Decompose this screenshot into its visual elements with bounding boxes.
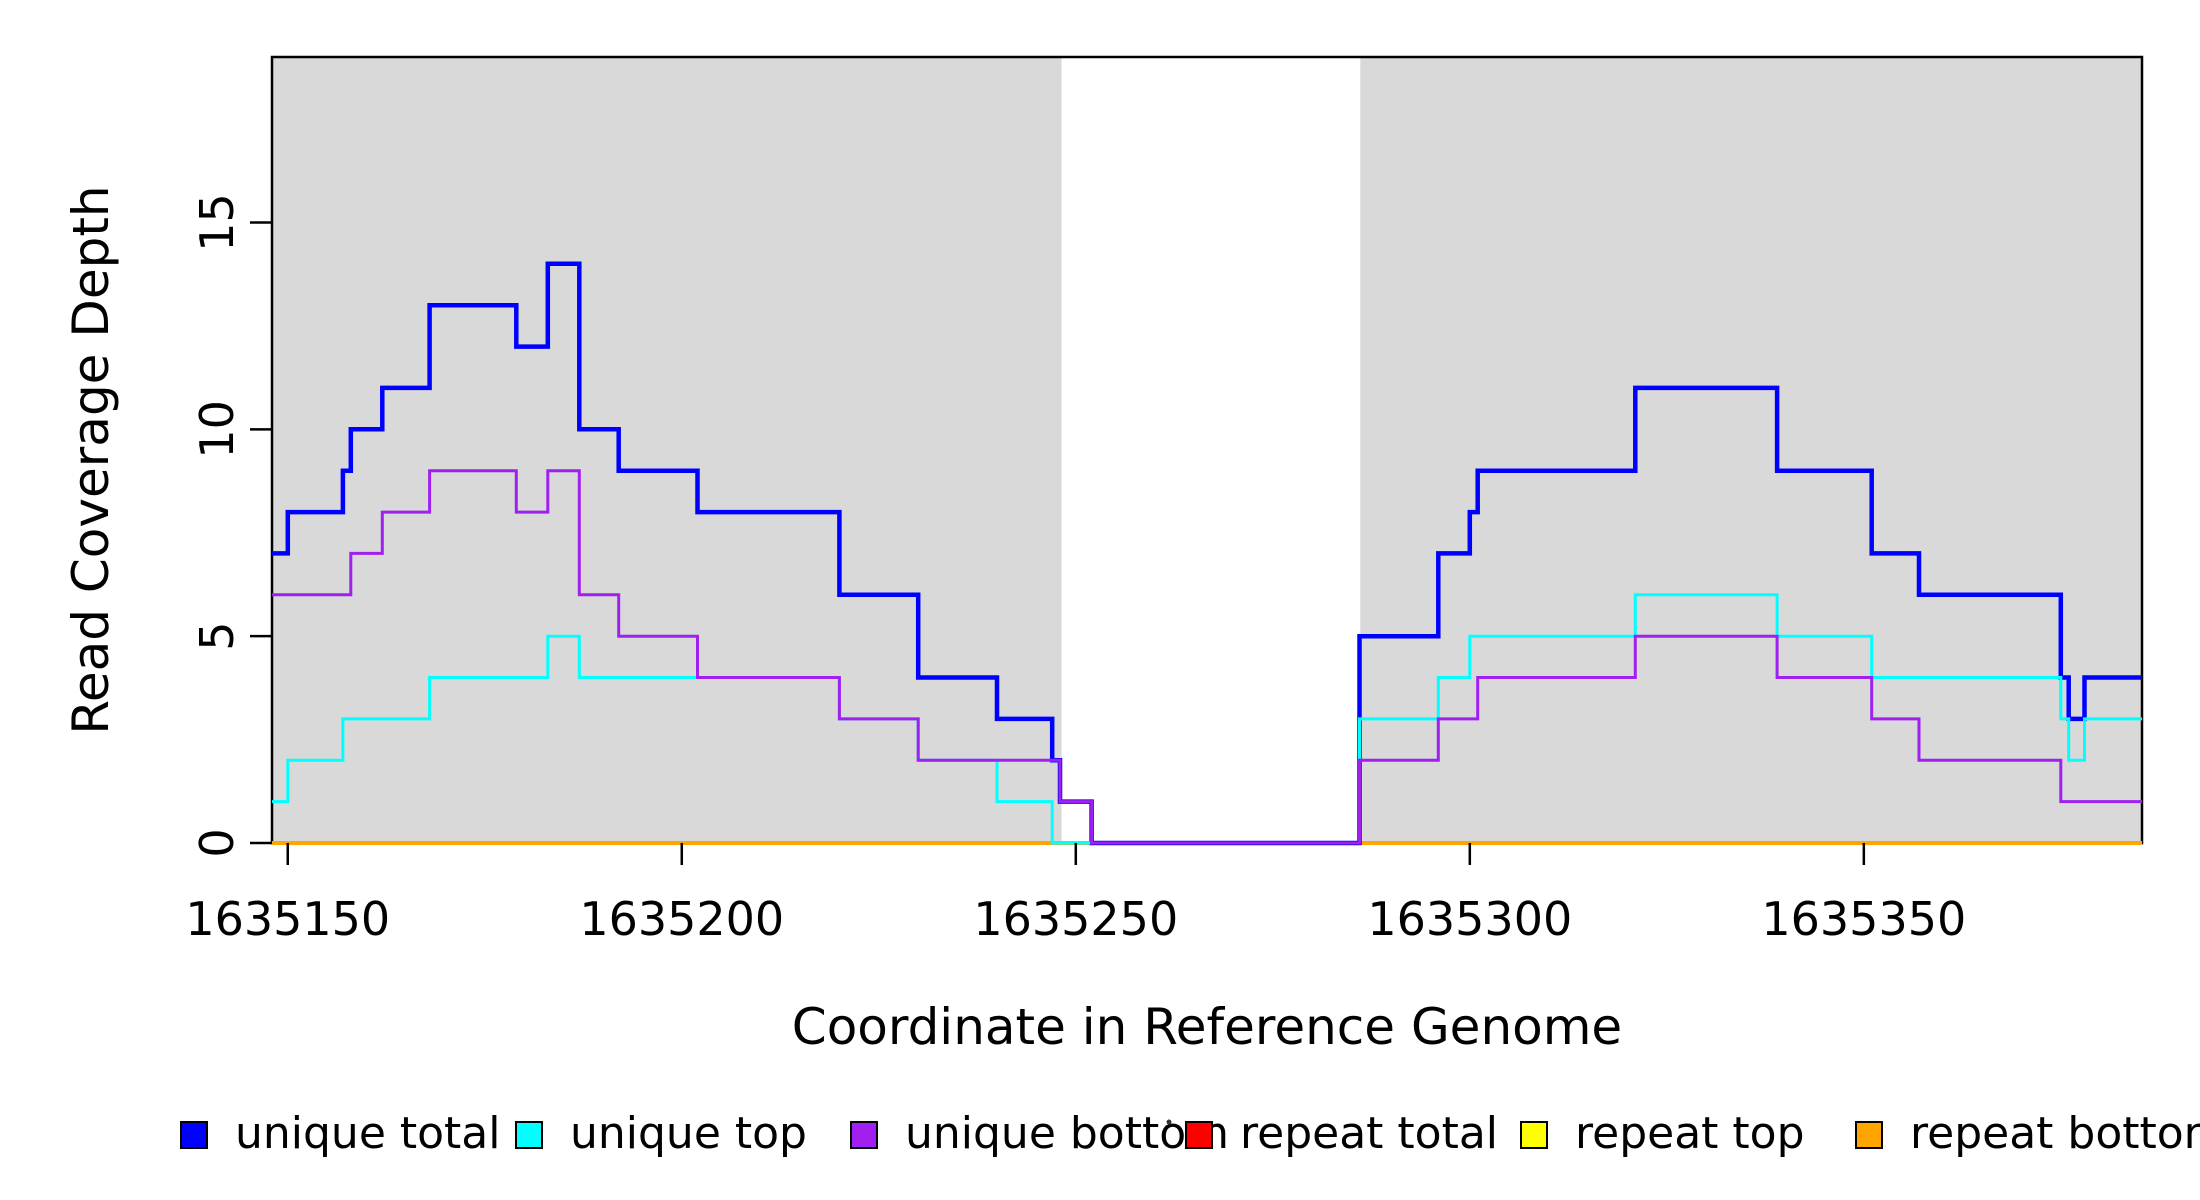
x-tick-label: 1635300 — [1367, 892, 1572, 946]
y-tick-label: 0 — [190, 828, 244, 857]
legend-item-unique-bottom: unique bottom — [850, 1108, 1229, 1159]
legend-swatch-repeat-top — [1520, 1121, 1548, 1149]
stray-dot — [1166, 1119, 1172, 1125]
shaded-regions-layer — [272, 57, 2142, 843]
legend-label: unique total — [235, 1108, 500, 1159]
legend-item-repeat-bottom: repeat bottom — [1855, 1108, 2200, 1159]
x-tick-label: 1635150 — [185, 892, 390, 946]
axes-layer: 1635150 1635200 1635250 1635300 1635350 0 5 10 1… — [185, 193, 1966, 946]
legend-label: repeat bottom — [1910, 1108, 2200, 1159]
series-line-unique-total — [272, 261, 2142, 846]
legend-swatch-unique-top — [515, 1121, 543, 1149]
legend-label: repeat top — [1575, 1108, 1805, 1159]
y-axis-title: Read Coverage Depth — [62, 185, 120, 734]
legend-label: unique top — [570, 1108, 807, 1159]
legend-swatch-unique-bottom — [850, 1121, 878, 1149]
legend-item-unique-top: unique top — [515, 1108, 807, 1159]
legend-label: unique bottom — [905, 1108, 1229, 1159]
series-line-unique-bottom — [272, 469, 2142, 845]
legend-swatch-repeat-total — [1185, 1121, 1213, 1149]
shaded-region-2 — [1360, 57, 2142, 843]
y-tick-label: 15 — [190, 193, 244, 252]
legend: unique total unique top unique bottom repea… — [180, 1108, 2200, 1159]
shaded-region-1 — [272, 57, 1062, 843]
legend-label: repeat total — [1240, 1108, 1498, 1159]
x-tick-label: 1635200 — [579, 892, 784, 946]
legend-swatch-repeat-bottom — [1855, 1121, 1883, 1149]
legend-item-repeat-total: repeat total — [1185, 1108, 1498, 1159]
legend-swatch-unique-total — [180, 1121, 208, 1149]
x-tick-label: 1635250 — [973, 892, 1178, 946]
y-tick-label: 10 — [190, 400, 244, 459]
legend-item-unique-total: unique total — [180, 1108, 500, 1159]
x-axis-title: Coordinate in Reference Genome — [792, 998, 1622, 1056]
legend-item-repeat-top: repeat top — [1520, 1108, 1805, 1159]
axis-titles-layer: Coordinate in Reference Genome Read Cover… — [62, 185, 1622, 1056]
series-lines-layer — [272, 261, 2142, 846]
y-tick-label: 5 — [190, 622, 244, 651]
x-tick-label: 1635350 — [1761, 892, 1966, 946]
